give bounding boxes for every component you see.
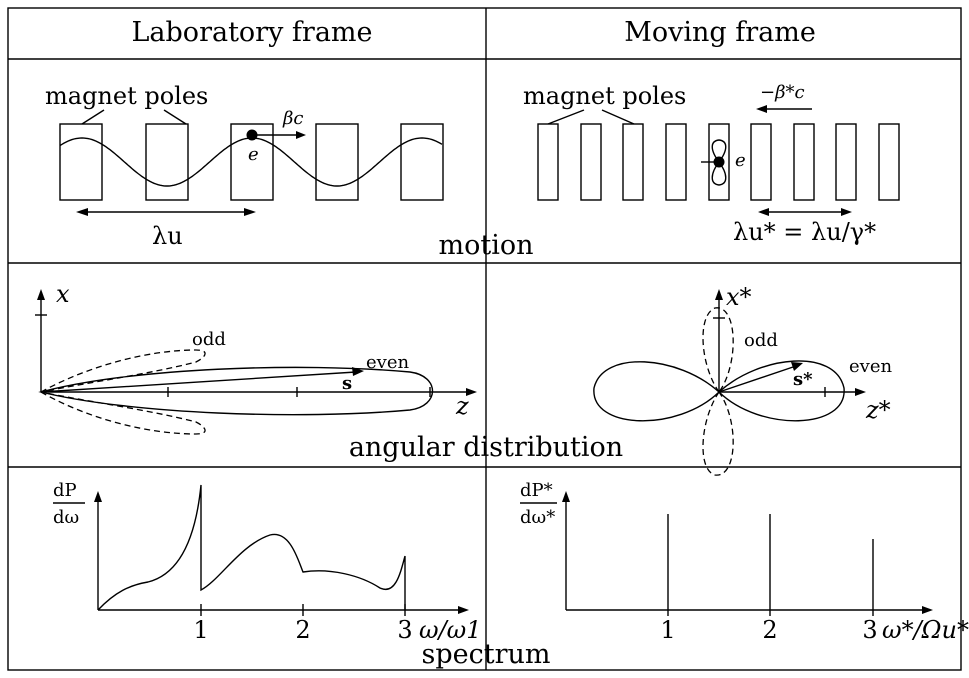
lab-magnet-pole [315, 123, 359, 201]
lab-magnet-pole [59, 123, 103, 201]
moving-motion-panel: magnet poles e −β*c λu* = λu/γ* [523, 82, 900, 246]
row-label-angular-distribution: angular distribution [349, 432, 623, 463]
lab-odd-lobe-lower [40, 391, 206, 435]
lab-s-vector [40, 371, 357, 393]
lab-motion-panel: magnet poles βc e λu [45, 82, 444, 250]
moving-magnet-pole [878, 123, 900, 201]
lab-velocity-arrowhead [296, 131, 306, 139]
moving-even-lobe-left [593, 361, 721, 422]
moving-even-lobe-right [717, 360, 845, 422]
row-label-spectrum: spectrum [422, 639, 551, 670]
moving-spectrum-tick-label: 3 [862, 616, 877, 644]
lab-magnet-pointer [163, 109, 187, 125]
lab-lambda-u-label: λu [152, 222, 183, 250]
lab-odd-label: odd [192, 329, 226, 350]
moving-spectrum-panel: dP* dω* 1 2 3 ω*/Ωu* [520, 480, 969, 644]
moving-z-axis-label: z* [865, 396, 891, 424]
lab-electron-label: e [248, 144, 259, 165]
lab-x-axis-arrowhead [37, 289, 45, 300]
lab-spectrum-tick-label: 3 [397, 616, 412, 644]
header-laboratory-frame: Laboratory frame [132, 17, 373, 48]
moving-magnet-poles-label: magnet poles [523, 82, 686, 110]
moving-s-vector-arrowhead [791, 362, 803, 371]
lab-magnet-poles-label: magnet poles [45, 82, 208, 110]
lab-s-vector-arrowhead [352, 367, 364, 376]
moving-spectrum-ylabel-numerator: dP* [520, 480, 553, 501]
moving-magnet-pole [665, 123, 687, 201]
moving-odd-label: odd [744, 330, 778, 351]
lab-spectrum-tick-label: 2 [295, 616, 310, 644]
moving-lambda-u-star-label: λu* = λu/γ* [733, 218, 876, 246]
lab-spectrum-ylabel-numerator: dP [53, 480, 77, 501]
lab-spectrum-panel: dP dω 1 2 3 ω/ω1 [53, 480, 482, 644]
lab-angular-panel: x z odd even s [35, 280, 477, 435]
moving-magnet-pole [793, 123, 815, 201]
moving-spectrum-tick-label: 2 [762, 616, 777, 644]
lab-magnet-pointer [81, 109, 105, 125]
lab-magnet-pole [230, 123, 274, 201]
moving-odd-lobe-lower [702, 390, 734, 476]
moving-s-vector [718, 365, 797, 393]
moving-spectrum-ylabel-denominator: dω* [520, 507, 555, 528]
moving-spectrum-x-axis-arrowhead [922, 606, 933, 614]
lab-spectrum-x-axis-arrowhead [458, 606, 469, 614]
moving-magnet-pole [580, 123, 602, 201]
lab-s-label: s [342, 373, 352, 394]
moving-magnet-pole [750, 123, 772, 201]
lab-wavelength-arrowhead [244, 208, 256, 216]
moving-even-label: even [849, 356, 892, 377]
lab-even-lobe [40, 366, 434, 416]
moving-spectrum-xlabel: ω*/Ωu* [882, 616, 969, 644]
header-moving-frame: Moving frame [624, 17, 816, 48]
lab-z-axis-label: z [455, 392, 469, 420]
lab-spectrum-xlabel: ω/ω1 [419, 616, 482, 644]
lab-even-label: even [366, 352, 409, 373]
moving-magnet-pointer [601, 109, 635, 125]
moving-magnet-velocity-arrowhead [756, 105, 767, 113]
lab-magnet-pole [400, 123, 444, 201]
lab-spectrum-curve [97, 484, 406, 611]
moving-odd-lobe-upper [702, 307, 734, 394]
moving-magnet-pole [537, 123, 559, 201]
moving-s-label: s* [793, 369, 813, 390]
lab-wavelength-arrowhead [76, 208, 88, 216]
row-label-motion: motion [439, 230, 534, 261]
lab-x-axis-label: x [56, 280, 70, 308]
moving-angular-panel: x* z* odd even s* [593, 283, 892, 476]
moving-electron [713, 156, 725, 168]
moving-wavelength-arrowhead [758, 208, 769, 216]
moving-x-axis-label: x* [726, 283, 752, 311]
moving-minus-beta-c-label: −β*c [760, 82, 805, 103]
lab-odd-lobe-upper [40, 349, 206, 393]
moving-electron-label: e [735, 150, 746, 171]
table-grid [7, 7, 962, 671]
lab-spectrum-y-axis-arrowhead [94, 491, 102, 502]
lab-spectrum-ylabel-denominator: dω [53, 507, 79, 528]
lab-spectrum-tick-label: 1 [193, 616, 208, 644]
moving-magnet-pole [835, 123, 857, 201]
moving-wavelength-arrowhead [841, 208, 852, 216]
moving-z-axis-arrowhead [855, 388, 866, 396]
moving-magnet-pointer [547, 109, 585, 125]
moving-spectrum-y-axis-arrowhead [562, 491, 570, 502]
moving-x-axis-arrowhead [715, 289, 723, 300]
lab-beta-c-label: βc [282, 108, 304, 129]
moving-magnet-pole [622, 123, 644, 201]
lab-magnet-pole [145, 123, 189, 201]
moving-spectrum-tick-label: 1 [660, 616, 675, 644]
lab-z-axis-arrowhead [466, 388, 477, 396]
